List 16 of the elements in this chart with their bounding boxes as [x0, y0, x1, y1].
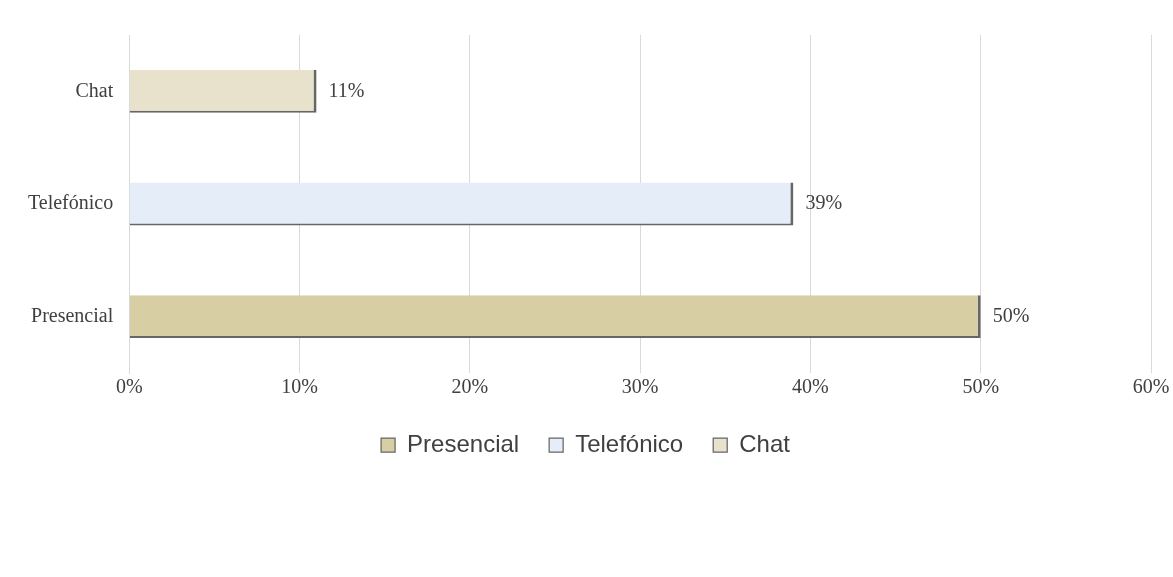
data-label: 39%: [805, 191, 843, 214]
y-tick-label: Presencial: [31, 303, 114, 326]
legend-label: Chat: [739, 429, 791, 457]
data-label: 11%: [328, 78, 365, 101]
x-tick-label: 0%: [115, 375, 143, 398]
x-tick-label: 10%: [281, 375, 318, 398]
x-tick-label: 30%: [621, 375, 659, 398]
y-tick-label: Telefónico: [27, 191, 114, 214]
x-tick-label: 20%: [451, 375, 489, 398]
y-tick-label: Chat: [75, 78, 114, 101]
legend-label: Telefónico: [575, 429, 684, 457]
x-tick-label: 60%: [1132, 375, 1170, 398]
data-label: 50%: [992, 303, 1030, 326]
x-tick-label: 40%: [792, 375, 829, 398]
legend-label: Presencial: [407, 429, 520, 457]
x-tick-label: 50%: [962, 375, 1000, 398]
